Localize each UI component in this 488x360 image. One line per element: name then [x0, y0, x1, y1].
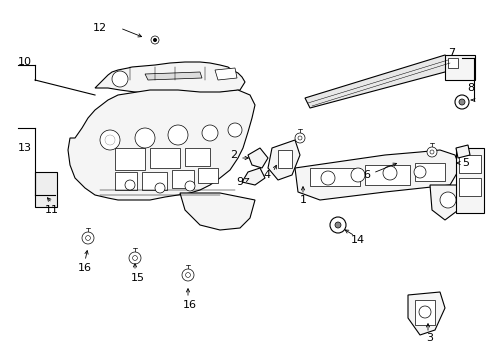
Circle shape — [85, 235, 90, 240]
Circle shape — [105, 135, 115, 145]
Circle shape — [382, 166, 396, 180]
Circle shape — [334, 222, 340, 228]
Circle shape — [112, 71, 128, 87]
Circle shape — [168, 125, 187, 145]
Circle shape — [458, 99, 464, 105]
Text: 16: 16 — [78, 263, 92, 273]
Polygon shape — [305, 55, 459, 108]
Polygon shape — [215, 68, 237, 80]
Text: 5: 5 — [461, 158, 468, 168]
Circle shape — [294, 133, 305, 143]
Circle shape — [454, 95, 468, 109]
Bar — [184, 148, 209, 166]
Bar — [458, 155, 480, 173]
Text: 14: 14 — [350, 235, 365, 245]
Polygon shape — [247, 148, 267, 168]
Bar — [198, 168, 218, 183]
Bar — [414, 163, 444, 181]
Bar — [35, 172, 57, 207]
Bar — [309, 168, 359, 186]
Polygon shape — [145, 72, 202, 80]
Text: 2: 2 — [230, 150, 237, 160]
Circle shape — [429, 150, 433, 154]
Circle shape — [182, 269, 194, 281]
Text: 1: 1 — [299, 195, 306, 205]
Bar — [364, 165, 409, 185]
Text: 15: 15 — [131, 273, 145, 283]
Circle shape — [184, 181, 195, 191]
Text: 4: 4 — [263, 170, 270, 180]
Polygon shape — [242, 168, 264, 185]
Circle shape — [227, 123, 242, 137]
Bar — [172, 170, 194, 188]
Circle shape — [132, 256, 137, 260]
Polygon shape — [68, 90, 254, 200]
Circle shape — [155, 183, 164, 193]
Circle shape — [426, 147, 436, 157]
Circle shape — [413, 166, 425, 178]
Circle shape — [329, 217, 346, 233]
Polygon shape — [267, 140, 299, 180]
Text: 10: 10 — [18, 57, 32, 67]
Bar — [278, 150, 291, 168]
Polygon shape — [429, 185, 464, 220]
Text: 6: 6 — [363, 170, 370, 180]
Text: 7: 7 — [447, 48, 455, 58]
Bar — [115, 148, 145, 170]
Circle shape — [320, 171, 334, 185]
Text: 8: 8 — [466, 83, 473, 93]
Circle shape — [151, 36, 159, 44]
Text: 11: 11 — [45, 205, 59, 215]
Polygon shape — [407, 292, 444, 335]
Polygon shape — [455, 145, 469, 158]
Bar — [458, 178, 480, 196]
Text: 13: 13 — [18, 143, 32, 153]
Circle shape — [185, 273, 190, 278]
Polygon shape — [294, 150, 459, 200]
Bar — [150, 148, 180, 168]
Circle shape — [418, 306, 430, 318]
Circle shape — [129, 252, 141, 264]
Circle shape — [153, 38, 157, 42]
Circle shape — [202, 125, 218, 141]
Circle shape — [439, 192, 455, 208]
Circle shape — [297, 136, 302, 140]
Circle shape — [350, 168, 364, 182]
Text: 9: 9 — [236, 177, 243, 187]
Polygon shape — [180, 193, 254, 230]
Circle shape — [135, 128, 155, 148]
Text: 16: 16 — [183, 300, 197, 310]
Circle shape — [125, 180, 135, 190]
Bar — [447, 58, 457, 68]
Polygon shape — [95, 62, 244, 93]
Circle shape — [82, 232, 94, 244]
Bar — [142, 172, 167, 190]
Bar — [414, 300, 434, 325]
Bar — [115, 172, 137, 190]
Circle shape — [100, 130, 120, 150]
Bar — [455, 148, 483, 213]
Text: 12: 12 — [93, 23, 107, 33]
Bar — [444, 55, 474, 80]
Text: 3: 3 — [426, 333, 433, 343]
